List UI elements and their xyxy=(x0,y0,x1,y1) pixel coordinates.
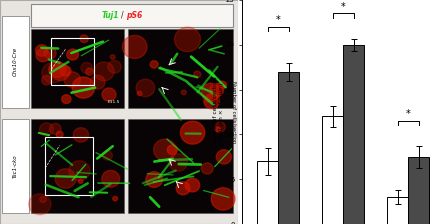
Bar xyxy=(31,4,233,27)
Circle shape xyxy=(185,178,200,192)
Circle shape xyxy=(108,60,121,73)
Circle shape xyxy=(60,66,71,76)
Circle shape xyxy=(67,49,79,60)
Circle shape xyxy=(79,179,83,183)
Circle shape xyxy=(174,27,201,52)
Circle shape xyxy=(201,83,220,101)
Text: *: * xyxy=(341,2,345,12)
Bar xyxy=(128,29,233,108)
Text: Tsc1-cko: Tsc1-cko xyxy=(13,154,18,178)
Bar xyxy=(45,137,93,195)
Circle shape xyxy=(113,196,118,201)
Circle shape xyxy=(49,62,66,78)
Circle shape xyxy=(123,35,147,58)
Circle shape xyxy=(72,77,95,98)
Circle shape xyxy=(205,99,210,103)
Circle shape xyxy=(210,84,223,97)
Circle shape xyxy=(40,196,46,202)
Circle shape xyxy=(29,194,51,215)
Circle shape xyxy=(64,72,80,87)
Circle shape xyxy=(180,121,205,144)
Circle shape xyxy=(194,71,201,78)
Bar xyxy=(31,29,124,108)
Circle shape xyxy=(52,63,70,81)
Text: *: * xyxy=(406,109,411,119)
Circle shape xyxy=(80,35,88,43)
Circle shape xyxy=(69,161,90,181)
Circle shape xyxy=(40,123,53,136)
Bar xyxy=(322,116,343,224)
Circle shape xyxy=(176,182,190,195)
Circle shape xyxy=(102,151,112,160)
Circle shape xyxy=(62,95,71,103)
Bar xyxy=(31,119,124,213)
Circle shape xyxy=(86,68,93,75)
Text: *: * xyxy=(276,15,281,25)
Bar xyxy=(51,38,94,85)
Bar xyxy=(128,119,233,213)
Text: Tuj1: Tuj1 xyxy=(102,11,119,20)
Text: /: / xyxy=(121,11,124,20)
Circle shape xyxy=(36,49,50,62)
Circle shape xyxy=(216,150,231,164)
Circle shape xyxy=(215,122,226,132)
Circle shape xyxy=(36,45,48,56)
Bar xyxy=(258,161,278,224)
Text: Number of cells/section: Number of cells/section xyxy=(232,81,237,143)
Circle shape xyxy=(169,154,187,171)
Circle shape xyxy=(44,47,56,59)
Circle shape xyxy=(204,94,220,109)
Circle shape xyxy=(146,172,163,187)
Circle shape xyxy=(73,128,89,142)
Bar xyxy=(2,16,28,108)
Bar xyxy=(2,119,28,213)
Circle shape xyxy=(94,62,114,81)
Text: E11.5: E11.5 xyxy=(107,100,120,104)
Circle shape xyxy=(56,131,63,138)
Circle shape xyxy=(154,139,176,160)
Circle shape xyxy=(81,62,93,73)
Circle shape xyxy=(218,81,226,89)
Circle shape xyxy=(137,91,142,96)
Circle shape xyxy=(167,145,178,155)
Circle shape xyxy=(150,61,158,68)
Circle shape xyxy=(201,163,213,174)
Circle shape xyxy=(102,170,120,187)
Bar xyxy=(408,157,429,224)
Bar xyxy=(278,72,299,224)
Circle shape xyxy=(215,127,220,132)
Circle shape xyxy=(50,123,61,134)
Text: pS6: pS6 xyxy=(126,11,143,20)
Circle shape xyxy=(111,55,115,59)
Circle shape xyxy=(136,79,155,97)
Bar xyxy=(388,197,408,224)
Circle shape xyxy=(42,75,52,85)
Circle shape xyxy=(55,169,76,188)
Circle shape xyxy=(42,62,64,83)
Circle shape xyxy=(90,75,105,89)
Circle shape xyxy=(102,88,116,101)
Circle shape xyxy=(181,90,186,95)
Circle shape xyxy=(211,188,235,210)
Bar xyxy=(343,45,364,224)
Text: Chx10-Cre: Chx10-Cre xyxy=(13,47,18,76)
Y-axis label: Number of cells/section
(250 μm × 250 μm): Number of cells/section (250 μm × 250 μm… xyxy=(212,77,224,147)
